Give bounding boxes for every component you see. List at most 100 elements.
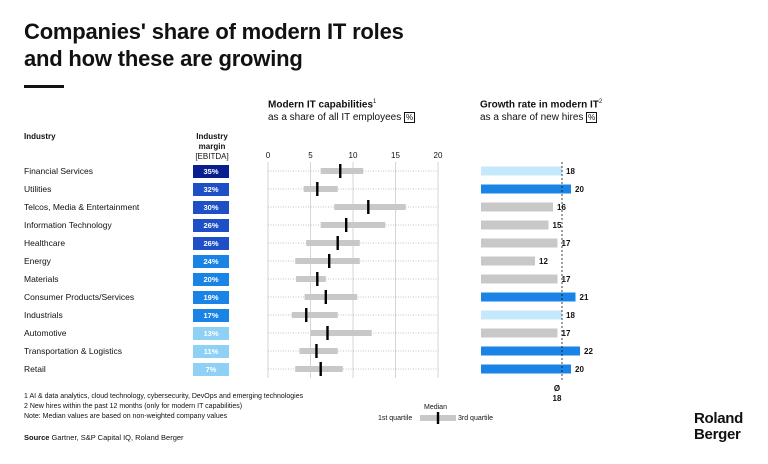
iqr-box <box>304 294 358 300</box>
panel1-sup: 1 <box>373 99 377 105</box>
title-line-2: and how these are growing <box>24 46 303 71</box>
panel2-subtitle: as a share of new hires <box>480 112 584 124</box>
iqr-box <box>299 348 338 354</box>
industry-label: Automotive <box>24 328 67 338</box>
growth-value-label: 18 <box>566 167 575 176</box>
industry-label: Retail <box>24 364 46 374</box>
growth-value-label: 21 <box>580 293 589 302</box>
iqr-box <box>303 186 338 192</box>
source-label: Source <box>24 433 50 442</box>
tick-label-10: 10 <box>349 151 358 160</box>
industry-label: Healthcare <box>24 238 66 248</box>
industry-header: Industry <box>24 132 56 141</box>
growth-bar <box>481 256 535 266</box>
growth-value-label: 17 <box>562 239 571 248</box>
growth-value-label: 18 <box>566 311 575 320</box>
median-marker <box>367 200 370 214</box>
footnotes: 1 AI & data analytics, cloud technology,… <box>24 392 303 422</box>
footnote-2: 2 New hires within the past 12 months (o… <box>24 403 243 410</box>
iqr-box <box>310 330 372 336</box>
growth-bar <box>481 292 576 302</box>
margin-header-line3: [EBITDA] <box>195 152 229 161</box>
ebitda-margin-badge: 7% <box>193 363 229 376</box>
chart-title: Companies' share of modern IT roles and … <box>24 18 624 72</box>
average-symbol: Ø <box>553 384 561 393</box>
legend-median-marker <box>436 412 440 424</box>
growth-bar <box>481 328 558 338</box>
iqr-box <box>295 366 343 372</box>
margin-header-line1: Industry <box>196 132 228 141</box>
legend-median-label: Median <box>424 404 447 411</box>
panel2-title: Growth rate in modern IT <box>480 99 599 111</box>
iqr-box <box>306 240 360 246</box>
panel2-unit: % <box>586 112 598 124</box>
iqr-box <box>334 204 406 210</box>
median-marker <box>324 290 327 304</box>
tick-label-15: 15 <box>391 151 400 160</box>
median-marker <box>316 182 319 196</box>
panel1-title: Modern IT capabilities <box>268 99 374 111</box>
growth-value-label: 20 <box>575 185 584 194</box>
growth-bar <box>481 184 571 194</box>
growth-value-label: 15 <box>553 221 562 230</box>
source-line: Source Gartner, S&P Capital IQ, Roland B… <box>24 433 184 442</box>
iqr-box <box>295 258 360 264</box>
industry-label: Transportation & Logistics <box>24 346 122 356</box>
panel1-header: Modern IT capabilities1 as a share of al… <box>268 96 416 124</box>
iqr-box <box>320 222 386 228</box>
ebitda-margin-badge: 35% <box>193 165 229 178</box>
industry-label: Materials <box>24 274 59 284</box>
tick-label-20: 20 <box>434 151 443 160</box>
median-marker <box>339 164 342 178</box>
industry-label: Information Technology <box>24 220 112 230</box>
median-marker <box>316 272 319 286</box>
iqr-box <box>291 312 338 318</box>
tick-label-0: 0 <box>266 151 271 160</box>
iqr-box <box>296 276 326 282</box>
growth-value-label: 12 <box>539 257 548 266</box>
growth-bar <box>481 274 558 284</box>
logo-line-2: Berger <box>694 426 741 443</box>
panel1-unit: % <box>404 112 416 124</box>
median-marker <box>319 362 322 376</box>
footnote-note: Note: Median values are based on non-wei… <box>24 413 228 420</box>
industry-label: Financial Services <box>24 166 93 176</box>
panel2-sup: 2 <box>598 99 603 105</box>
median-marker <box>305 308 308 322</box>
title-line-1: Companies' share of modern IT roles <box>24 19 404 44</box>
median-marker <box>315 344 318 358</box>
average-marker: Ø 18 <box>550 384 564 404</box>
growth-bar <box>481 166 562 176</box>
ebitda-margin-badge: 11% <box>193 345 229 358</box>
growth-bar <box>481 202 553 212</box>
growth-bar <box>481 346 580 356</box>
panel1-subtitle: as a share of all IT employees <box>268 112 402 124</box>
industry-label: Energy <box>24 256 51 266</box>
industry-label: Utilities <box>24 184 52 194</box>
ebitda-margin-badge: 30% <box>193 201 229 214</box>
title-accent-bar <box>24 85 64 88</box>
footnote-1: 1 AI & data analytics, cloud technology,… <box>24 393 304 400</box>
ebitda-margin-badge: 26% <box>193 219 229 232</box>
industry-label: Consumer Products/Services <box>24 292 135 302</box>
median-marker <box>328 254 331 268</box>
ebitda-margin-badge: 20% <box>193 273 229 286</box>
ebitda-margin-badge: 17% <box>193 309 229 322</box>
growth-value-label: 17 <box>562 275 571 284</box>
industry-label: Telcos, Media & Entertainment <box>24 202 140 212</box>
ebitda-margin-badge: 13% <box>193 327 229 340</box>
growth-bar <box>481 238 558 248</box>
panel2-header: Growth rate in modern IT2 as a share of … <box>480 96 602 124</box>
ebitda-margin-badge: 32% <box>193 183 229 196</box>
logo-line-1: Roland <box>694 410 744 427</box>
tick-label-5: 5 <box>308 151 313 160</box>
legend-q3-label: 3rd quartile <box>458 415 494 422</box>
growth-bar <box>481 310 562 320</box>
growth-bar <box>481 220 549 230</box>
median-marker <box>336 236 339 250</box>
industry-label: Industrials <box>24 310 63 320</box>
margin-header: Industry margin [EBITDA] <box>188 132 236 162</box>
growth-value-label: 17 <box>562 329 571 338</box>
margin-header-line2: margin <box>198 142 226 151</box>
